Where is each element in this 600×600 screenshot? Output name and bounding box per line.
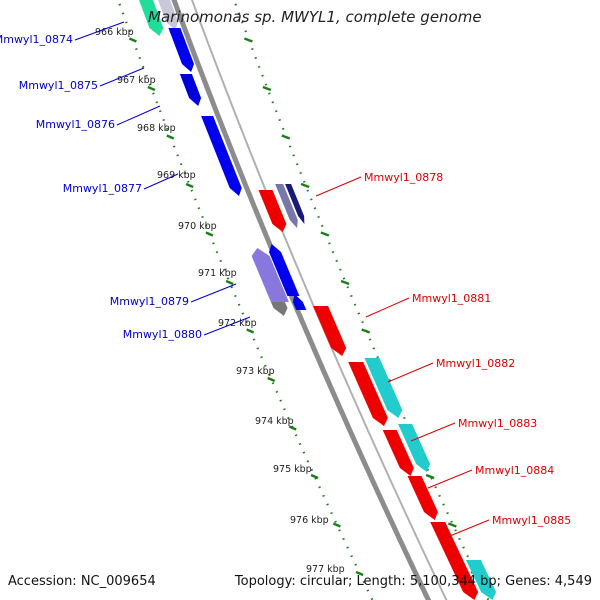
gene-feature-15 [382, 430, 414, 476]
gene-feature-13 [348, 362, 388, 426]
kbp-tick-labels: 966 kbp 967 kbp 968 kbp 969 kbp 970 kbp 971 k… [95, 27, 345, 575]
inner-major-tick [166, 134, 175, 140]
left-label-leader [143, 173, 179, 190]
gene-feature-14 [364, 358, 403, 418]
right-gene-label: Mmwyl1_0882 [436, 357, 515, 370]
inner-major-tick [147, 85, 156, 92]
kbp-label: 968 kbp [137, 123, 176, 134]
gene-feature-7 [285, 184, 305, 224]
outer-major-tick [340, 279, 350, 286]
left-gene-label: Mmwyl1_0874 [0, 33, 73, 46]
backbone-line [171, 0, 432, 600]
genome-backbone [171, 0, 448, 600]
kbp-label: 973 kbp [236, 366, 275, 377]
kbp-label: 975 kbp [273, 464, 312, 475]
outer-major-tick [425, 473, 435, 480]
inner-major-tick [310, 473, 319, 480]
gene-feature-6 [275, 184, 298, 228]
gene-features [139, 0, 497, 600]
kbp-label: 972 kbp [218, 318, 257, 329]
inner-major-tick [128, 37, 137, 43]
inner-major-tick [355, 570, 364, 577]
left-gene-label: Mmwyl1_0880 [123, 328, 202, 341]
gene-feature-17 [407, 476, 438, 520]
map-title: Marinomonas sp. MWYL1, complete genome [148, 8, 482, 26]
genome-summary-text: Topology: circular; Length: 5,100,344 bp… [234, 574, 592, 589]
outer-major-tick [320, 231, 330, 237]
left-label-leader [74, 21, 125, 41]
kbp-label: 970 kbp [178, 221, 217, 232]
left-gene-label: Mmwyl1_0879 [110, 295, 189, 308]
inner-major-tick [225, 279, 234, 286]
right-label-leader [427, 469, 473, 489]
kbp-label: 971 kbp [198, 268, 237, 279]
kbp-label: 974 kbp [255, 416, 294, 427]
gene-feature-10 [292, 294, 307, 310]
outer-major-tick [262, 85, 272, 92]
kbp-label: 976 kbp [290, 515, 329, 526]
gene-feature-16 [398, 424, 431, 472]
right-gene-label: Mmwyl1_0878 [364, 171, 443, 184]
outer-major-tick [281, 134, 291, 140]
gene-feature-3 [179, 74, 202, 106]
left-gene-label: Mmwyl1_0877 [63, 182, 142, 195]
left-label-leader [203, 316, 251, 336]
gene-feature-12 [313, 306, 347, 356]
inner-major-tick [288, 425, 297, 431]
accession-text: Accession: NC_009654 [8, 574, 156, 589]
right-label-leader [444, 519, 490, 539]
outer-major-tick [300, 182, 310, 189]
gene-feature-18 [430, 522, 479, 600]
inner-major-tick [332, 522, 341, 528]
inner-major-tick [185, 182, 194, 189]
gene-feature-5 [258, 190, 287, 232]
left-label-leader [190, 283, 237, 303]
outer-major-tick [243, 37, 253, 43]
right-gene-label: Mmwyl1_0883 [458, 417, 537, 430]
right-gene-label: Mmwyl1_0881 [412, 292, 491, 305]
right-label-leader [410, 422, 456, 442]
gene-feature-9 [269, 244, 300, 296]
left-gene-label: Mmwyl1_0876 [36, 118, 115, 131]
gene-feature-1 [158, 0, 179, 30]
right-label-leader [315, 176, 362, 197]
gene-label-leaders [74, 21, 490, 539]
kbp-label: 967 kbp [117, 75, 156, 86]
inner-major-tick [246, 328, 255, 334]
kbp-label: 969 kbp [157, 170, 196, 181]
gene-labels: Mmwyl1_0874 Mmwyl1_0875 Mmwyl1_0876 Mmwyl1_… [0, 33, 571, 527]
backbone-inner-line [190, 0, 448, 600]
inner-major-tick [267, 376, 276, 383]
right-label-leader [387, 362, 434, 383]
left-label-leader [99, 67, 145, 87]
gene-feature-11 [270, 302, 288, 316]
gene-feature-19 [465, 560, 497, 600]
right-gene-label: Mmwyl1_0885 [492, 514, 571, 527]
gene-feature-4 [201, 116, 242, 196]
outer-major-tick [361, 328, 371, 334]
right-label-leader [365, 297, 410, 318]
left-label-leader [116, 105, 161, 126]
kbp-label: 977 kbp [306, 564, 345, 575]
left-gene-label: Mmwyl1_0875 [19, 79, 98, 92]
inner-major-tick [205, 231, 214, 237]
outer-major-tick [447, 522, 457, 528]
gene-feature-8 [251, 248, 289, 302]
gene-feature-2 [168, 28, 194, 72]
gene-feature-0 [139, 0, 164, 36]
right-gene-label: Mmwyl1_0884 [475, 464, 554, 477]
kbp-label: 966 kbp [95, 27, 134, 38]
